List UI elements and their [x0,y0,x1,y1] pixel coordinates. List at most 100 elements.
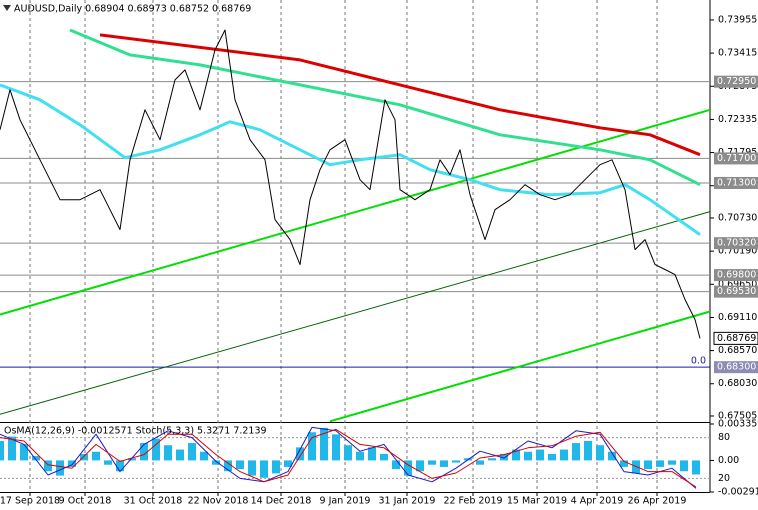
line-series [99,33,701,157]
histogram-bar [0,440,4,461]
level-box [714,269,758,282]
x-tick-label: 9 Jan 2019 [320,496,371,507]
level-label: 0.72950 [717,76,756,87]
histogram-bar [260,460,268,478]
histogram-bar [596,445,604,461]
level-box [714,176,758,189]
histogram-bar [104,460,112,465]
histogram-bar [476,460,484,465]
current-price-label: 0.68769 [717,333,756,344]
y-tick-label: 0.70730 [718,212,757,223]
histogram-bar [344,445,352,461]
histogram-bar [272,460,280,474]
histogram-bar [404,460,412,476]
support-box [714,361,758,374]
histogram-bar [416,460,424,472]
histogram-bar [644,460,652,470]
histogram-bar [8,436,16,461]
histogram-bar [80,453,88,461]
histogram-bar [500,453,508,461]
level-label: 0.70320 [717,238,756,249]
x-tick-label: 26 Apr 2019 [628,496,687,507]
histogram-bar [20,444,28,461]
histogram-bar [488,458,496,461]
histogram-bar [692,460,700,475]
histogram-bar [452,460,460,463]
line-series [0,29,701,339]
histogram-bar [620,460,628,467]
x-tick-label: 9 Oct 2018 [59,496,112,507]
histogram-bar [380,453,388,461]
histogram-bar [584,440,592,461]
y-tick-label: 0.0033591 [718,419,758,430]
x-tick-label: 31 Jan 2019 [379,496,436,507]
symbol-icon [3,5,11,11]
histogram-bar [248,460,256,476]
line-series [0,426,697,489]
histogram-bar [656,460,664,467]
x-tick-label: 15 Mar 2019 [507,496,567,507]
histogram-bar [512,449,520,461]
histogram-bar [608,451,616,461]
support-annotation: 0.0 [691,356,706,367]
x-tick-label: 31 Oct 2018 [124,496,183,507]
level-box [714,75,758,88]
histogram-bar [356,451,364,461]
histogram-bar [560,449,568,461]
histogram-bar [548,453,556,461]
histogram-bar [536,449,544,461]
histogram-bar [320,427,328,461]
chart-title: AUDUSD,Daily 0.68904 0.68973 0.68752 0.6… [14,4,251,15]
level-box [714,152,758,165]
level-label: 0.71700 [717,153,756,164]
histogram-bar [668,460,676,465]
oscillator-panel: 0.0033591 0.00 -0.0029155 80 20 [0,419,758,498]
support-label: 0.68300 [717,362,756,373]
histogram-bar [572,443,580,461]
x-tick-label: 17 Sep 2018 [0,496,60,507]
level-label: 0.69530 [717,286,756,297]
level-label: 0.69800 [717,270,756,281]
histogram-bar [212,460,220,465]
line-series [329,310,711,423]
x-tick-label: 14 Dec 2018 [251,496,312,507]
y-tick-label: 0.00 [718,455,739,466]
y-tick-label: 0.70190 [718,246,757,257]
histogram-bar [200,451,208,461]
level-box [714,285,758,298]
histogram-bar [188,443,196,461]
histogram-bar [368,447,376,461]
oscillator-title: OsMA(12,26,9) -0.0012571 Stoch(5,3,3) 5.… [4,426,267,437]
histogram-bar [428,460,436,465]
y-tick-label: 0.73955 [718,14,757,25]
line-series [0,428,697,488]
y-tick-label: 0.69110 [718,312,757,323]
level-box [714,237,758,250]
y-tick-label: 0.69650 [718,279,757,290]
histogram-bar [224,460,232,472]
histogram-bar [116,460,124,472]
y2-tick-label: 20 [718,473,730,484]
histogram-bar [128,458,136,461]
histogram-bar [32,456,40,461]
x-tick-label: 22 Nov 2018 [188,496,249,507]
current-price-box [713,331,758,345]
y-tick-label: 0.72335 [718,114,757,125]
histogram-bar [140,443,148,461]
histogram-bar [392,460,400,470]
histogram-bar [284,460,292,467]
y-tick-label: -0.0029155 [718,487,758,498]
histogram-bar [44,460,52,472]
line-series [0,108,711,316]
histogram-bar [236,460,244,470]
line-series [69,28,701,187]
y2-tick-label: 80 [718,432,730,443]
y-tick-label: 0.73415 [718,48,757,59]
y-tick-label: 0.67505 [718,410,757,421]
line-series [0,211,711,415]
histogram-bar [296,447,304,461]
histogram-bar [524,451,532,461]
histogram-bar [176,449,184,461]
